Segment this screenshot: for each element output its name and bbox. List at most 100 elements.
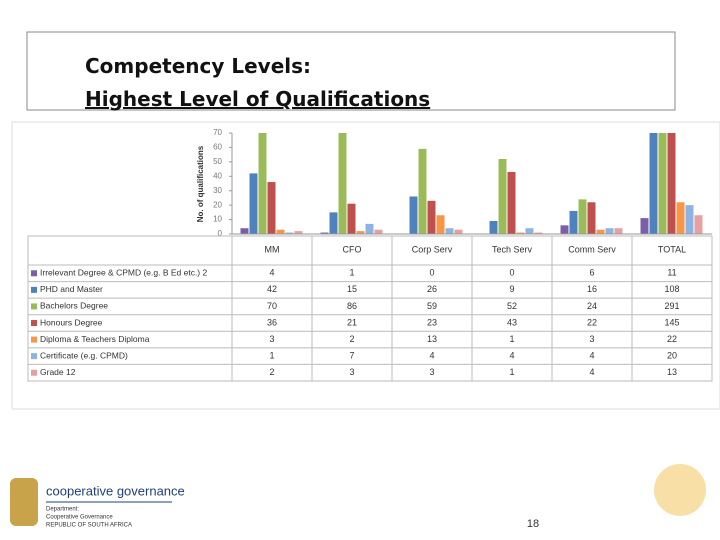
x-tick-label: Comm Serv — [568, 244, 616, 254]
table-value: 2 — [269, 367, 274, 377]
legend-label: Grade 12 — [40, 367, 76, 377]
legend-label: Certificate (e.g. CPMD) — [40, 350, 128, 360]
y-tick-label: 20 — [213, 200, 222, 209]
bar — [276, 229, 285, 234]
y-tick-label: 0 — [218, 229, 223, 238]
y-tick-label: 30 — [213, 186, 222, 195]
bar — [285, 232, 294, 234]
legend-swatch — [31, 303, 37, 310]
table-value: 291 — [664, 301, 679, 311]
table-value: 4 — [269, 268, 274, 278]
bar — [685, 205, 694, 234]
table-value: 16 — [587, 284, 597, 294]
x-tick-label: Tech Serv — [492, 244, 533, 254]
bar — [614, 228, 623, 234]
table-value: 108 — [664, 284, 679, 294]
table-value: 70 — [267, 301, 277, 311]
y-tick-label: 60 — [213, 143, 222, 152]
y-axis-label: No. of qualifications — [196, 145, 205, 222]
bar — [640, 218, 649, 234]
table-value: 4 — [429, 351, 434, 361]
legend-swatch — [31, 369, 37, 376]
x-tick-label: CFO — [343, 244, 362, 254]
y-tick-label: 40 — [213, 171, 222, 180]
bar — [596, 229, 605, 234]
anniversary-logo — [654, 464, 706, 516]
bar — [569, 210, 578, 234]
legend-label: PHD and Master — [40, 284, 103, 294]
table-value: 11 — [667, 268, 676, 278]
bar — [525, 228, 534, 234]
table-value: 59 — [427, 301, 437, 311]
x-tick-label: MM — [265, 244, 280, 254]
bar — [534, 232, 543, 234]
table-value: 3 — [429, 367, 434, 377]
bar — [409, 196, 418, 234]
bar — [516, 232, 525, 234]
table-value: 24 — [587, 301, 597, 311]
table-value: 42 — [267, 284, 277, 294]
legend-swatch — [31, 270, 37, 277]
bar — [365, 223, 374, 234]
table-value: 26 — [427, 284, 437, 294]
table-value: 9 — [509, 284, 514, 294]
bar — [676, 202, 685, 234]
table-value: 0 — [509, 268, 514, 278]
bar — [694, 215, 703, 234]
bar — [605, 228, 614, 234]
dept: Cooperative Governance — [46, 515, 113, 521]
table-value: 20 — [667, 351, 677, 361]
plot — [240, 133, 703, 235]
legend-label: Bachelors Degree — [40, 301, 108, 311]
bar — [560, 225, 569, 234]
bar — [445, 228, 454, 234]
table-value: 2 — [349, 334, 354, 344]
bar — [356, 231, 365, 234]
table-value: 13 — [667, 367, 677, 377]
table-value: 1 — [509, 334, 514, 344]
table-value: 22 — [667, 334, 677, 344]
logo — [10, 478, 38, 526]
table-value: 1 — [349, 268, 354, 278]
bar — [489, 221, 498, 234]
bar — [587, 202, 596, 234]
table-value: 0 — [429, 268, 434, 278]
table-value: 13 — [427, 334, 437, 344]
legend-swatch — [31, 286, 37, 293]
table-value: 22 — [587, 317, 597, 327]
table-value: 3 — [269, 334, 274, 344]
table-value: 15 — [347, 284, 357, 294]
table-value: 4 — [509, 351, 514, 361]
table-value: 1 — [269, 351, 274, 361]
table-value: 4 — [589, 367, 594, 377]
table-value: 43 — [507, 317, 517, 327]
table-value: 23 — [427, 317, 437, 327]
bar — [258, 133, 267, 234]
subtitle: Highest Level of Qualifications — [85, 87, 430, 111]
bar — [347, 203, 356, 234]
bar — [507, 171, 516, 234]
table-value: 6 — [589, 268, 594, 278]
bar — [658, 133, 667, 234]
table-value: 21 — [347, 317, 357, 327]
x-tick-label: TOTAL — [658, 244, 686, 254]
table-value: 1 — [509, 367, 514, 377]
legend-swatch — [31, 320, 37, 326]
table-value: 145 — [664, 317, 679, 327]
table-value: 7 — [349, 351, 354, 361]
footer: cooperative governance Department: Coope… — [10, 464, 706, 530]
legend-swatch — [31, 353, 37, 360]
y-tick-label: 50 — [213, 157, 222, 166]
bar — [498, 158, 507, 234]
title-box — [26, 31, 676, 111]
dept: Department: — [46, 507, 79, 513]
bar — [267, 182, 276, 234]
bar — [427, 200, 436, 234]
y-tick-label: 70 — [213, 128, 222, 137]
bar — [418, 148, 427, 234]
title: Competency Levels: — [85, 54, 311, 78]
bar — [649, 133, 658, 235]
dept: REPUBLIC OF SOUTH AFRICA — [46, 523, 132, 529]
bar — [454, 229, 463, 234]
